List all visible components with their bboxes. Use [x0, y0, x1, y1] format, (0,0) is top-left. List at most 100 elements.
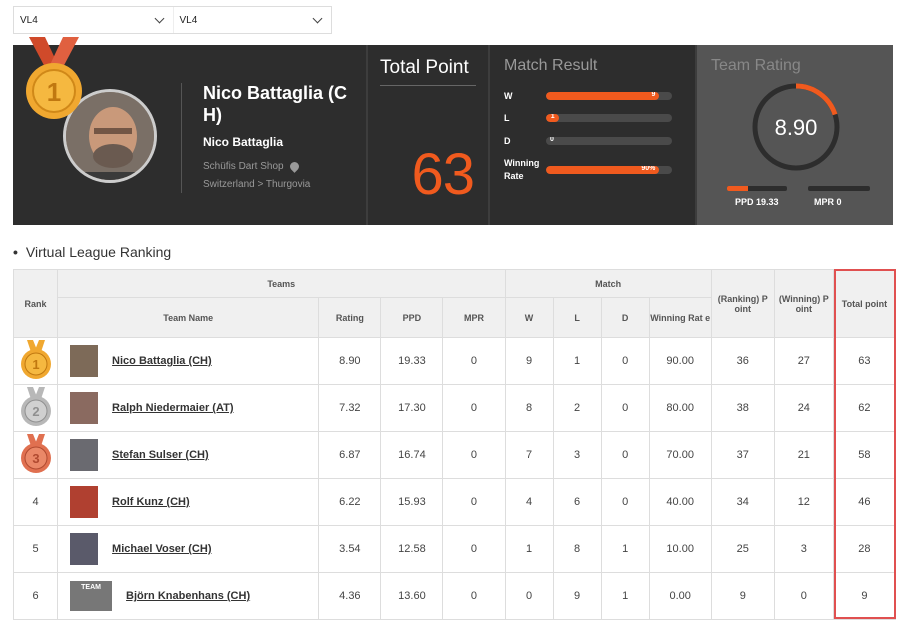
total-point-value: 63 [411, 142, 475, 207]
player-name: Nico Battaglia (C H) [203, 83, 348, 125]
col-w: W [504, 297, 554, 338]
team-name-link[interactable]: Michael Voser (CH) [112, 543, 212, 555]
col-team-name: Team Name [57, 297, 320, 338]
match-result-fill: 90% [546, 166, 660, 174]
cell-ppd: 12.58 [380, 525, 444, 573]
rank-cell: 1 [12, 337, 59, 385]
cell-tp: 46 [832, 478, 897, 526]
table-row: 2 Ralph Niedermaier (AT) 7.32 17.30 0 8 2 0 80.0… [12, 384, 897, 432]
league-select[interactable]: VL4 [14, 7, 173, 33]
section-title-text: Virtual League Ranking [25, 244, 172, 260]
cell-mpr: 0 [442, 337, 506, 385]
rank-cell: 2 [12, 384, 59, 432]
cell-ppd: 13.60 [380, 572, 444, 620]
rank-medal-icon: 2 [20, 386, 51, 426]
ranking-table: Rank Teams Match (Ranking) P oint (Winni… [12, 269, 897, 620]
shop-name: Schüfis Dart Shop [203, 161, 284, 172]
cell-tp: 28 [832, 525, 897, 573]
rank-cell: 3 [12, 431, 59, 479]
mpr-bar [808, 186, 870, 191]
col-rank: Rank [12, 269, 59, 338]
match-result-bar: 0 [546, 137, 672, 145]
match-result-value: 90% [641, 166, 656, 172]
cell-rp: 25 [710, 525, 775, 573]
total-point-title: Total Point [380, 57, 476, 86]
table-row: 4 Rolf Kunz (CH) 6.22 15.93 0 4 6 0 40.00 34 12 46 [12, 478, 897, 526]
cell-rate: 70.00 [648, 431, 712, 479]
team-avatar [70, 533, 99, 565]
cell-rp: 9 [710, 572, 775, 620]
match-result-bar: 1 [546, 114, 672, 122]
col-group-teams: Teams [57, 269, 506, 298]
player-location: Switzerland > Thurgovia [203, 179, 311, 190]
cell-w: 1 [504, 525, 554, 573]
chevron-down-icon [312, 13, 323, 23]
total-point-card: Total Point 63 [366, 45, 488, 225]
cell-wp: 24 [773, 384, 834, 432]
team-avatar [70, 439, 99, 471]
ppd-label: PPD 19.33 [735, 197, 779, 207]
cell-l: 1 [552, 337, 602, 385]
team-thumbnail-text: TEAM [81, 584, 101, 591]
team-name-link[interactable]: Stefan Sulser (CH) [112, 449, 209, 461]
cell-d: 1 [600, 572, 650, 620]
cell-d: 0 [600, 337, 650, 385]
player-rank: 1 [47, 77, 61, 107]
rank-value: 3 [32, 451, 39, 466]
team-name-cell: Ralph Niedermaier (AT) [57, 384, 320, 432]
cell-rating: 6.22 [318, 478, 382, 526]
cell-rating: 6.87 [318, 431, 382, 479]
player-shop: Schüfis Dart Shop [203, 160, 301, 173]
col-ranking-point: (Ranking) P oint [710, 269, 775, 338]
col-l: L [552, 297, 602, 338]
cell-tp: 63 [832, 337, 897, 385]
match-result-value: 9 [651, 92, 656, 98]
team-avatar [70, 345, 99, 377]
cell-mpr: 0 [442, 572, 506, 620]
team-name-cell: TEAM Björn Knabenhans (CH) [57, 572, 320, 620]
cell-rp: 37 [710, 431, 775, 479]
team-name-cell: Nico Battaglia (CH) [57, 337, 320, 385]
cell-rp: 34 [710, 478, 775, 526]
cell-rp: 38 [710, 384, 775, 432]
match-result-bar: 9 [546, 92, 672, 100]
rank-medal-icon: 1 [20, 339, 51, 379]
division-select[interactable]: VL4 [172, 7, 332, 33]
team-avatar [70, 392, 99, 424]
cell-rate: 90.00 [648, 337, 712, 385]
cell-l: 2 [552, 384, 602, 432]
rank-cell: 6 [12, 572, 59, 620]
team-rating-card: Team Rating 8.90 PPD 19.33 MPR 0 [695, 45, 893, 225]
table-row: 5 Michael Voser (CH) 3.54 12.58 0 1 8 1 10.00 25 3… [12, 525, 897, 573]
cell-w: 7 [504, 431, 554, 479]
col-mpr: MPR [442, 297, 506, 338]
cell-rating: 8.90 [318, 337, 382, 385]
cell-ppd: 16.74 [380, 431, 444, 479]
match-result-label: L [504, 113, 510, 123]
match-result-card: Match Result W 9 L 1 D 0 Winning Rate 90% [488, 45, 695, 225]
team-name-link[interactable]: Björn Knabenhans (CH) [126, 590, 251, 602]
cell-ppd: 19.33 [380, 337, 444, 385]
cell-tp: 62 [832, 384, 897, 432]
team-name-cell: Michael Voser (CH) [57, 525, 320, 573]
rank-value: 1 [32, 357, 39, 372]
cell-mpr: 0 [442, 384, 506, 432]
team-name-link[interactable]: Nico Battaglia (CH) [112, 355, 212, 367]
cell-mpr: 0 [442, 478, 506, 526]
cell-l: 9 [552, 572, 602, 620]
cell-d: 0 [600, 384, 650, 432]
team-name-link[interactable]: Rolf Kunz (CH) [112, 496, 190, 508]
cell-tp: 58 [832, 431, 897, 479]
col-group-match: Match [504, 269, 712, 298]
cell-rate: 80.00 [648, 384, 712, 432]
ppd-bar [727, 186, 787, 191]
match-result-row: Winning Rate 90% [504, 157, 672, 183]
league-select-value: VL4 [20, 14, 38, 26]
cell-d: 0 [600, 478, 650, 526]
chevron-down-icon [154, 13, 164, 23]
division-select-value: VL4 [179, 14, 198, 26]
cell-rp: 36 [710, 337, 775, 385]
team-name-link[interactable]: Ralph Niedermaier (AT) [112, 402, 234, 414]
location-pin-icon [287, 160, 301, 173]
cell-mpr: 0 [442, 525, 506, 573]
